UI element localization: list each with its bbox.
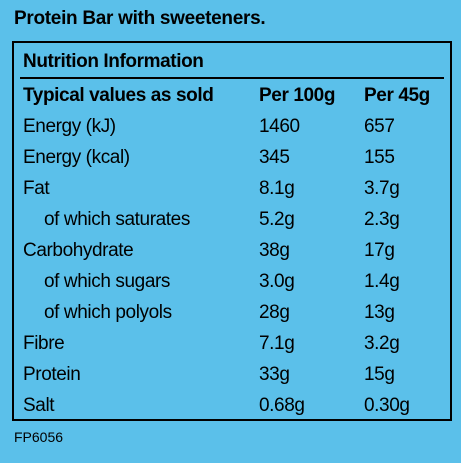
table-row: Carbohydrate 38g 17g bbox=[14, 236, 450, 267]
value-per-100g: 0.68g bbox=[259, 395, 305, 416]
value-per-100g: 33g bbox=[259, 364, 290, 385]
nutrient-label: Energy (kJ) bbox=[23, 116, 116, 137]
product-title: Protein Bar with sweeteners. bbox=[14, 8, 266, 29]
value-per-45g: 17g bbox=[364, 240, 395, 261]
nutrient-label: Fat bbox=[23, 178, 50, 199]
nutrient-label: Energy (kcal) bbox=[23, 147, 130, 168]
nutrient-label: Protein bbox=[23, 364, 81, 385]
value-per-100g: 7.1g bbox=[259, 333, 295, 354]
value-per-45g: 13g bbox=[364, 302, 395, 323]
table-row: of which saturates 5.2g 2.3g bbox=[14, 205, 450, 236]
column-header-per-45g: Per 45g bbox=[364, 85, 430, 106]
table-row: Protein 33g 15g bbox=[14, 360, 450, 391]
column-header-row: Typical values as sold Per 100g Per 45g bbox=[14, 81, 450, 112]
nutrient-label: Fibre bbox=[23, 333, 65, 354]
nutrient-label: of which saturates bbox=[44, 209, 190, 230]
value-per-45g: 2.3g bbox=[364, 209, 400, 230]
nutrient-label: of which sugars bbox=[44, 271, 171, 292]
table-row: of which sugars 3.0g 1.4g bbox=[14, 267, 450, 298]
value-per-100g: 38g bbox=[259, 240, 290, 261]
table-row: Salt 0.68g 0.30g bbox=[14, 391, 450, 422]
table-row: of which polyols 28g 13g bbox=[14, 298, 450, 329]
nutrient-label: Salt bbox=[23, 395, 55, 416]
value-per-45g: 3.2g bbox=[364, 333, 400, 354]
table-row: Fat 8.1g 3.7g bbox=[14, 174, 450, 205]
value-per-45g: 155 bbox=[364, 147, 395, 168]
value-per-100g: 28g bbox=[259, 302, 290, 323]
column-header-per-100g: Per 100g bbox=[259, 85, 336, 106]
value-per-100g: 5.2g bbox=[259, 209, 295, 230]
table-row: Fibre 7.1g 3.2g bbox=[14, 329, 450, 360]
column-header-label: Typical values as sold bbox=[23, 85, 214, 106]
nutrition-panel: Nutrition Information Typical values as … bbox=[12, 41, 452, 421]
nutrient-label: Carbohydrate bbox=[23, 240, 134, 261]
value-per-100g: 1460 bbox=[259, 116, 300, 137]
value-per-100g: 3.0g bbox=[259, 271, 295, 292]
table-row: Energy (kJ) 1460 657 bbox=[14, 112, 450, 143]
value-per-45g: 3.7g bbox=[364, 178, 400, 199]
value-per-45g: 1.4g bbox=[364, 271, 400, 292]
value-per-45g: 657 bbox=[364, 116, 395, 137]
nutrient-label: of which polyols bbox=[44, 302, 172, 323]
value-per-45g: 15g bbox=[364, 364, 395, 385]
value-per-100g: 345 bbox=[259, 147, 290, 168]
nutrition-heading: Nutrition Information bbox=[23, 51, 204, 72]
value-per-100g: 8.1g bbox=[259, 178, 295, 199]
table-row: Energy (kcal) 345 155 bbox=[14, 143, 450, 174]
value-per-45g: 0.30g bbox=[364, 395, 410, 416]
footer-code: FP6056 bbox=[14, 429, 64, 445]
heading-rule bbox=[20, 77, 444, 79]
